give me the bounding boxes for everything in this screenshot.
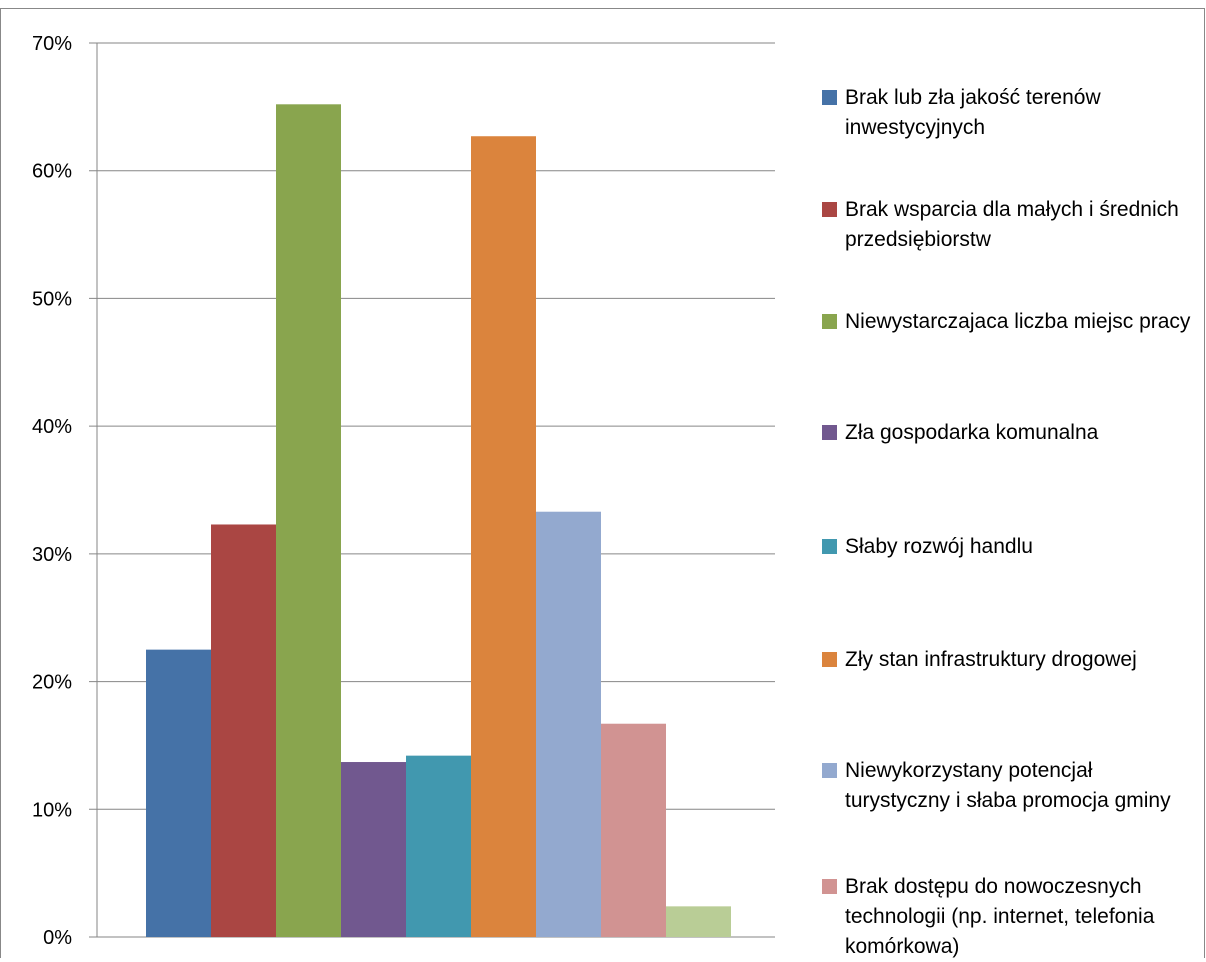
legend-swatch <box>822 539 837 554</box>
legend-item: Niewystarczajaca liczba miejsc pracy <box>822 307 1202 337</box>
legend-swatch <box>822 90 837 105</box>
bar <box>341 762 406 937</box>
legend-swatch <box>822 425 837 440</box>
legend-label: Brak dostępu do nowoczesnych technologii… <box>845 875 1155 958</box>
legend-item: Niewykorzystany potencjał turystyczny i … <box>822 756 1202 816</box>
legend-item: Brak dostępu do nowoczesnych technologii… <box>822 872 1202 962</box>
legend-swatch <box>822 202 837 217</box>
y-tick-label: 70% <box>32 33 72 55</box>
bar <box>276 104 341 937</box>
y-tick-label: 40% <box>32 416 72 438</box>
legend-label: Brak lub zła jakość terenów inwestycyjny… <box>845 86 1101 139</box>
legend-item: Słaby rozwój handlu <box>822 532 1202 562</box>
legend-item: Brak wsparcia dla małych i średnich prze… <box>822 195 1202 255</box>
bar-chart: 0% 10% 20% 30% 40% 50% 60% 70% <box>32 33 775 949</box>
y-tick-label: 20% <box>32 672 72 694</box>
y-tick-label: 50% <box>32 288 72 310</box>
legend-label: Słaby rozwój handlu <box>845 535 1033 558</box>
legend-swatch <box>822 314 837 329</box>
chart-frame <box>0 8 1205 958</box>
bar <box>471 136 536 937</box>
legend-swatch <box>822 879 837 894</box>
y-tick-label: 10% <box>32 799 72 821</box>
y-axis: 0% 10% 20% 30% 40% 50% 60% 70% <box>32 33 98 949</box>
bar <box>601 723 666 937</box>
y-tick-label: 30% <box>32 544 72 566</box>
legend-item: Zła gospodarka komunalna <box>822 418 1202 448</box>
legend-label: Zła gospodarka komunalna <box>845 421 1099 444</box>
legend-label: Niewykorzystany potencjał turystyczny i … <box>845 759 1171 812</box>
legend-item: Zły stan infrastruktury drogowej <box>822 645 1202 675</box>
legend-swatch <box>822 763 837 778</box>
bars <box>146 104 731 937</box>
bar <box>406 755 471 937</box>
legend-label: Niewystarczajaca liczba miejsc pracy <box>845 310 1191 333</box>
legend-swatch <box>822 652 837 667</box>
legend-item: Brak lub zła jakość terenów inwestycyjny… <box>822 83 1202 143</box>
bar <box>146 649 211 937</box>
bar <box>666 906 731 937</box>
y-tick-label: 0% <box>43 927 72 949</box>
legend-label: Zły stan infrastruktury drogowej <box>845 648 1137 671</box>
bar <box>211 524 276 937</box>
legend-label: Brak wsparcia dla małych i średnich prze… <box>845 198 1179 251</box>
y-tick-label: 60% <box>32 161 72 183</box>
bar <box>536 511 601 937</box>
